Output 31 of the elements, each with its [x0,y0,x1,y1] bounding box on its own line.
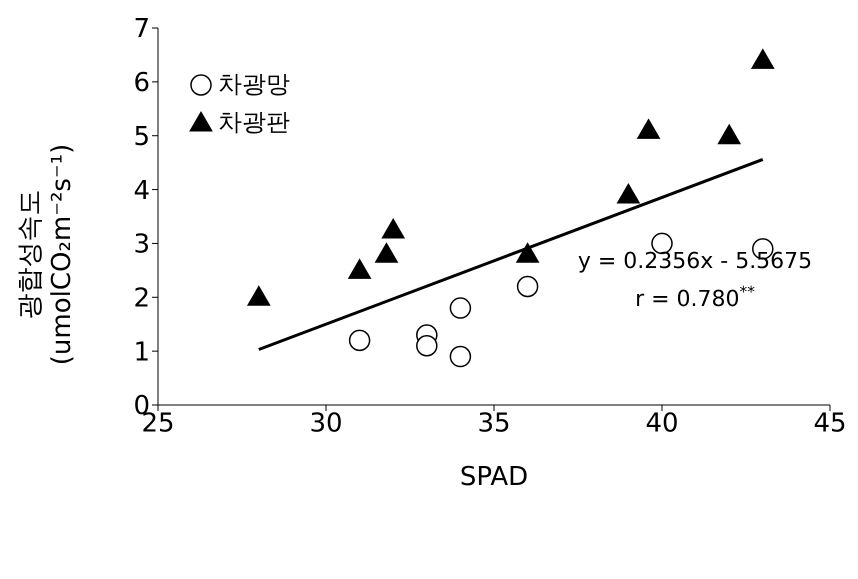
y-tick-label: 3 [133,230,150,260]
point [374,242,398,263]
y-tick-label: 1 [133,337,150,368]
point [416,335,438,357]
legend-label: 차광망 [218,69,290,100]
y-axis-title: 광합성속도 (umolCO₂m⁻²s⁻¹) [15,144,77,366]
y-tick-label: 5 [133,122,150,152]
point [637,118,660,139]
point [450,297,472,319]
x-tick-label: 40 [645,408,679,438]
annotation: y = 0.2356x - 5.5675 [578,249,812,274]
y-tick-label: 7 [133,14,150,44]
x-tick-label: 30 [309,408,343,438]
point [718,124,741,144]
y-tick-label: 4 [133,176,150,206]
point [751,48,774,69]
point [516,276,538,298]
y-tick-label: 6 [133,68,150,98]
point [450,346,472,368]
point [348,258,372,279]
point [382,218,405,238]
point [247,286,270,306]
legend-label: 차광판 [218,107,290,138]
point [616,183,640,204]
annotation: r = 0.780$^{**}$ [635,283,756,312]
point [348,330,370,352]
x-axis-title: SPAD [460,462,528,492]
point [516,242,540,263]
x-tick-label: 45 [813,408,847,438]
x-tick-label: 35 [477,408,511,438]
y-tick-label: 2 [133,284,150,314]
